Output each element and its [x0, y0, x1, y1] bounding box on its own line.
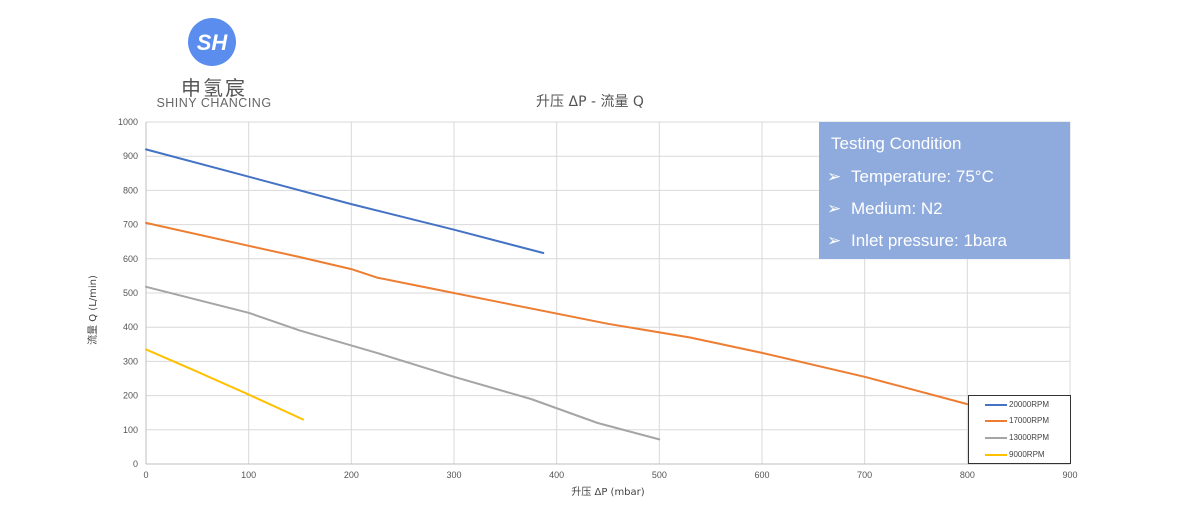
- x-tick-label: 200: [344, 470, 359, 480]
- legend-item: 17000RPM: [985, 415, 1049, 427]
- x-tick-label: 800: [960, 470, 975, 480]
- legend-swatch: [985, 453, 1007, 456]
- logo-icon-text: SH: [197, 30, 229, 55]
- x-tick-label: 0: [143, 470, 148, 480]
- testing-condition-box: Testing Condition ➢ Temperature: 75°C ➢ Me…: [819, 122, 1070, 259]
- x-tick-label: 600: [754, 470, 769, 480]
- y-tick-label: 1000: [118, 117, 138, 127]
- y-tick-label: 600: [123, 254, 138, 264]
- x-axis-title: 升压 ΔP (mbar): [571, 486, 644, 498]
- arrow-bullet-icon: ➢: [827, 167, 842, 186]
- arrow-bullet-icon: ➢: [827, 231, 842, 250]
- series-line-20000rpm: [145, 148, 545, 254]
- y-tick-label: 100: [123, 425, 138, 435]
- logo: SH 申氢宸 SHINY CHANCING: [148, 18, 280, 116]
- x-tick-label: 400: [549, 470, 564, 480]
- legend-swatch: [985, 403, 1007, 406]
- axes: [145, 122, 1070, 465]
- logo-name-cn: 申氢宸: [181, 76, 247, 100]
- condition-temperature: Temperature: 75°C: [851, 167, 994, 186]
- x-tick-label: 900: [1062, 470, 1077, 480]
- legend-item: 20000RPM: [985, 399, 1049, 411]
- x-tick-label: 700: [857, 470, 872, 480]
- chart-title: 升压 ΔP - 流量 Q: [536, 94, 644, 110]
- condition-medium: Medium: N2: [851, 199, 943, 218]
- x-tick-label: 100: [241, 470, 256, 480]
- legend-label: 13000RPM: [1009, 433, 1050, 442]
- chart-legend: 20000RPM 17000RPM 13000RPM 9000RPM: [968, 395, 1071, 464]
- testing-condition-item: ➢ Temperature: 75°C: [827, 167, 994, 187]
- x-tick-label: 300: [446, 470, 461, 480]
- y-tick-label: 500: [123, 288, 138, 298]
- y-tick-label: 0: [133, 459, 138, 469]
- x-tick-label: 500: [652, 470, 667, 480]
- series-line-13000rpm: [145, 285, 661, 441]
- y-tick-label: 200: [123, 391, 138, 401]
- series-line-17000rpm: [145, 221, 989, 409]
- series-line-9000rpm: [145, 348, 305, 421]
- testing-condition-title: Testing Condition: [831, 134, 962, 153]
- legend-label: 20000RPM: [1009, 400, 1050, 409]
- y-tick-label: 800: [123, 185, 138, 195]
- testing-condition-item: ➢ Inlet pressure: 1bara: [827, 231, 1007, 251]
- y-tick-label: 300: [123, 356, 138, 366]
- y-tick-label: 900: [123, 151, 138, 161]
- testing-condition-item: ➢ Medium: N2: [827, 199, 943, 219]
- legend-label: 9000RPM: [1009, 450, 1045, 459]
- shiny-chancing-logo-icon: SH: [188, 18, 236, 66]
- condition-inlet-pressure: Inlet pressure: 1bara: [851, 231, 1007, 250]
- legend-swatch: [985, 419, 1007, 422]
- y-tick-label: 700: [123, 220, 138, 230]
- series-lines: [145, 148, 989, 441]
- y-tick-labels: 0 100 200 300 400 500 600 700 800 900 1000: [118, 117, 138, 469]
- arrow-bullet-icon: ➢: [827, 199, 842, 218]
- legend-swatch: [985, 436, 1007, 439]
- legend-item: 13000RPM: [985, 432, 1049, 444]
- legend-label: 17000RPM: [1009, 416, 1050, 425]
- y-axis-title: 流量 Q (L/min): [86, 275, 99, 345]
- logo-name-en: SHINY CHANCING: [156, 96, 272, 110]
- legend-item: 9000RPM: [985, 449, 1045, 461]
- y-tick-label: 400: [123, 322, 138, 332]
- x-tick-labels: 0 100 200 300 400 500 600 700 800 900: [143, 470, 1077, 480]
